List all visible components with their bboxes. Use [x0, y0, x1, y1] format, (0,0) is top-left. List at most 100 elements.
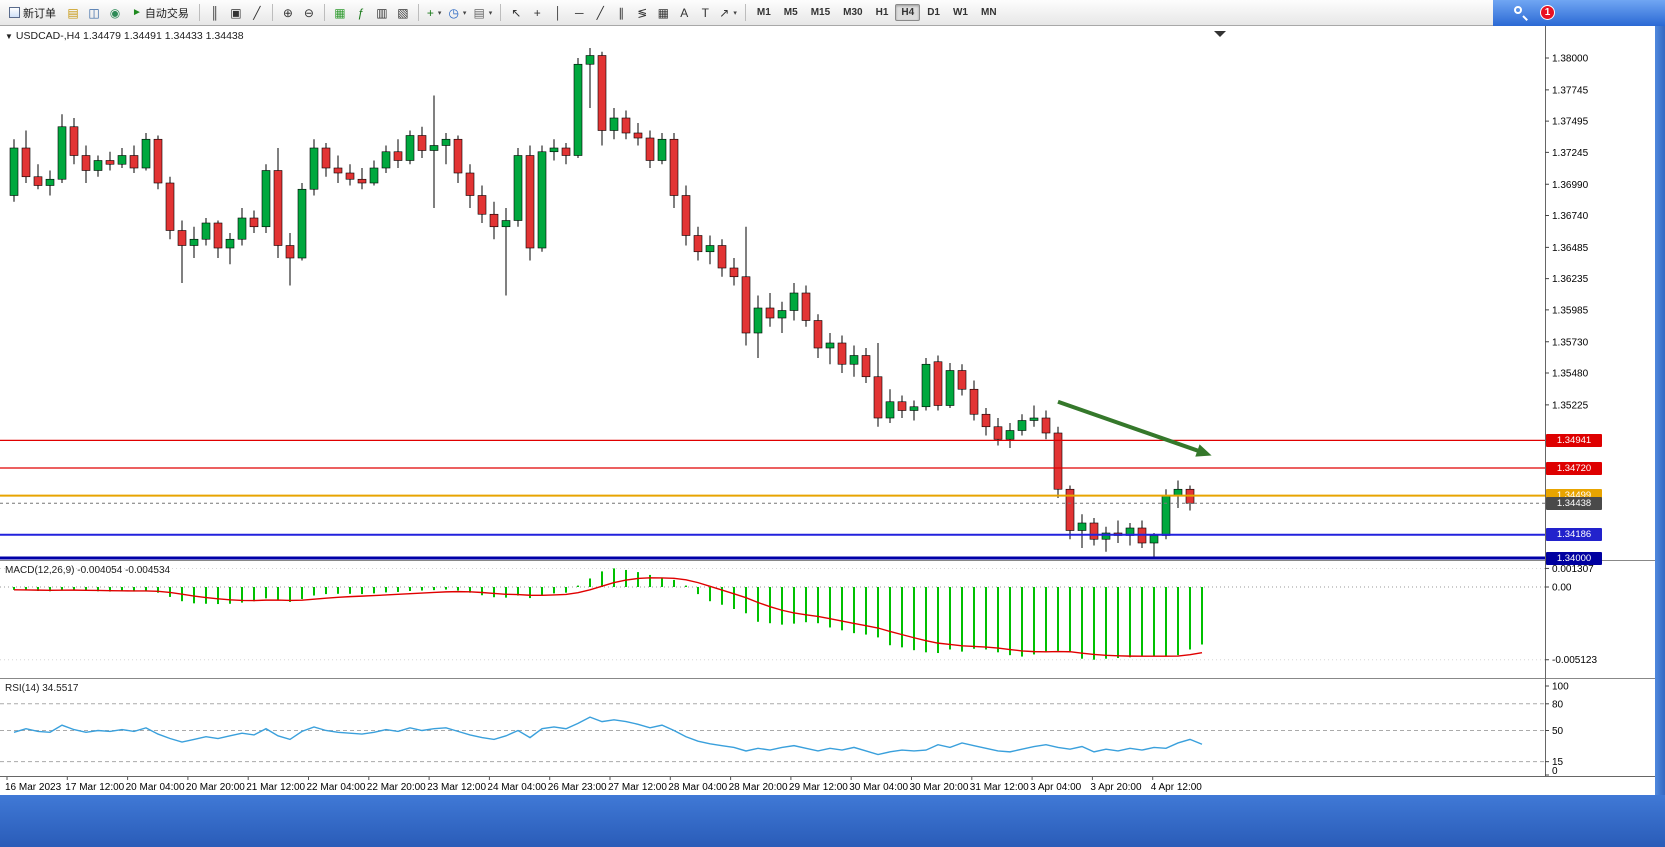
label-icon: T [701, 5, 709, 20]
tile-windows-icon[interactable]: ▦ [330, 2, 350, 23]
candle-body [885, 401, 895, 419]
candle-body [21, 147, 31, 178]
chart-shift-marker[interactable] [1214, 31, 1226, 37]
auto-trading-button[interactable]: ► 自动交易 [127, 2, 194, 23]
candle-body [1077, 522, 1087, 531]
timeframe-m5[interactable]: M5 [783, 7, 798, 18]
time-axis-label: 17 Mar 12:00 [65, 782, 124, 793]
line-chart-icon[interactable]: ╱ [247, 2, 267, 23]
timeframe-h1[interactable]: H1 [875, 7, 889, 18]
fibonacci-icon[interactable]: ≶ [632, 2, 652, 23]
text-icon[interactable]: A [674, 2, 694, 23]
timeframe-toolbar: M1 M5 M15 M30 H1 H4 D1 W1 MN [751, 4, 1003, 21]
timeframe-mn[interactable]: MN [980, 7, 997, 18]
timeframe-d1[interactable]: D1 [927, 7, 940, 18]
auto-trading-icon: ► [132, 6, 142, 18]
toolbar-group-drawing-tools: ↖ + │ ─ ╱ ∥ ≶ ▦ A T ↗ ▾ [506, 2, 740, 23]
zoom-in-icon[interactable]: ⊕ [278, 2, 298, 23]
candle-body [1005, 430, 1015, 440]
navigator-icon[interactable]: ◫ [84, 2, 104, 23]
grid-icon: ▦ [657, 5, 669, 20]
price-axis-label: 1.35225 [1552, 400, 1589, 411]
candle-body [789, 292, 799, 311]
candle-body [213, 222, 223, 249]
candle-body [621, 117, 631, 134]
candle-body [1101, 532, 1111, 540]
candle-body [981, 413, 991, 428]
horizontal-line-icon[interactable]: ─ [569, 2, 589, 23]
dropdown-caret-icon: ▾ [437, 9, 442, 17]
template-icon[interactable]: ▤ ▾ [470, 2, 495, 23]
bar-chart-icon[interactable]: ║ [205, 2, 225, 23]
trend-arrow-head[interactable] [1195, 444, 1212, 457]
candle-body [825, 342, 835, 349]
candlestick-chart-icon: ▣ [230, 5, 242, 20]
candle-body [1065, 488, 1075, 531]
notification-badge[interactable]: 1 [1540, 5, 1555, 20]
candle-body [165, 182, 175, 231]
trend-arrow[interactable] [1057, 399, 1203, 455]
candle-body [561, 147, 571, 156]
horizontal-line-icon: ─ [575, 5, 584, 20]
indicators-icon[interactable]: ƒ [351, 2, 371, 23]
candle-body [9, 147, 19, 196]
toolbar-group-panels: ▤ ◫ ◉ [63, 2, 125, 23]
arrow-tools-icon[interactable]: ↗ ▾ [716, 2, 740, 23]
candlestick-chart-icon[interactable]: ▣ [226, 2, 246, 23]
candle-body [1017, 420, 1027, 431]
cursor-icon[interactable]: ↖ [506, 2, 526, 23]
candle-body [993, 426, 1003, 440]
candle-body [285, 245, 295, 259]
window-right-edge [1655, 26, 1665, 795]
candle-body [81, 155, 91, 171]
candle-body [429, 145, 439, 151]
label-icon[interactable]: T [695, 2, 715, 23]
zoom-out-icon[interactable]: ⊖ [299, 2, 319, 23]
timeframe-m1[interactable]: M1 [756, 7, 771, 18]
rsi-axis-label: 80 [1552, 699, 1564, 710]
new-order-button[interactable]: 新订单 [4, 2, 61, 23]
toolbar-separator [417, 4, 419, 21]
time-axis-label: 22 Mar 20:00 [367, 782, 426, 793]
candle-body [933, 361, 943, 406]
search-icon[interactable] [1513, 5, 1528, 20]
crosshair-icon: + [533, 5, 541, 20]
time-axis-label: 20 Mar 20:00 [186, 782, 245, 793]
candle-body [873, 376, 883, 419]
terminal-icon[interactable]: ◉ [105, 2, 125, 23]
candle-body [33, 176, 43, 186]
symbol-dropdown-icon[interactable]: ▼ [5, 31, 13, 41]
time-axis-label: 23 Mar 12:00 [427, 782, 486, 793]
macd-indicator-label: MACD(12,26,9) -0.004054 -0.004534 [5, 565, 171, 576]
candle-body [309, 147, 319, 190]
candle-body [225, 238, 235, 249]
candle-body [57, 126, 67, 180]
candle-body [105, 160, 115, 165]
cascade-windows-icon[interactable]: ▥ [372, 2, 392, 23]
candle-body [1089, 522, 1099, 540]
trendline-icon[interactable]: ╱ [590, 2, 610, 23]
channel-icon[interactable]: ∥ [611, 2, 631, 23]
grid-icon[interactable]: ▦ [653, 2, 673, 23]
timeframe-m15[interactable]: M15 [810, 7, 831, 18]
chart-canvas[interactable]: 1.38000 1.37745 1.37495 1.37245 1.36990 1.367… [0, 26, 1665, 795]
candle-body [465, 172, 475, 196]
new-chart-icon[interactable]: + ▾ [424, 2, 445, 23]
vertical-line-icon[interactable]: │ [548, 2, 568, 23]
time-axis-label: 20 Mar 04:00 [126, 782, 185, 793]
timeframe-m30[interactable]: M30 [843, 7, 863, 18]
candle-body [117, 155, 127, 165]
symbol-title: ▼ USDCAD-,H4 1.34479 1.34491 1.34433 1.3… [5, 30, 244, 42]
candle-body [909, 406, 919, 411]
arrange-windows-icon[interactable]: ▧ [393, 2, 413, 23]
candle-body [657, 138, 667, 161]
channel-icon: ∥ [618, 5, 625, 20]
candle-body [45, 178, 55, 186]
market-watch-icon[interactable]: ▤ [63, 2, 83, 23]
timeframe-h4[interactable]: H4 [895, 4, 921, 21]
period-icon[interactable]: ◷ ▾ [445, 2, 469, 23]
macd-axis-label: -0.005123 [1552, 655, 1597, 666]
crosshair-icon[interactable]: + [527, 2, 547, 23]
timeframe-w1[interactable]: W1 [952, 7, 968, 18]
time-axis-label: 29 Mar 12:00 [789, 782, 848, 793]
